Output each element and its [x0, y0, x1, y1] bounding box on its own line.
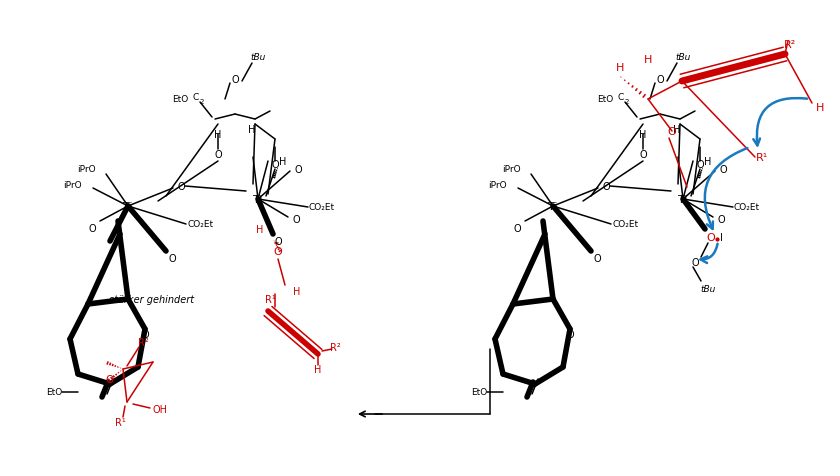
Text: EtO: EtO: [470, 387, 487, 397]
Text: O: O: [513, 224, 521, 234]
Text: C: C: [618, 93, 624, 102]
Text: Ti: Ti: [253, 195, 263, 205]
Text: O: O: [719, 165, 727, 175]
Text: 2: 2: [200, 99, 204, 105]
Text: I: I: [720, 232, 722, 242]
Text: Ti: Ti: [549, 201, 558, 211]
Text: R²: R²: [784, 40, 796, 50]
Text: R¹: R¹: [265, 294, 276, 304]
Text: Ti: Ti: [678, 195, 688, 205]
Text: H: H: [314, 364, 322, 374]
Text: O: O: [656, 75, 664, 85]
Text: O: O: [292, 215, 300, 225]
Text: O: O: [271, 159, 279, 169]
Text: tBu: tBu: [701, 285, 716, 294]
Text: CO₂Et: CO₂Et: [613, 220, 639, 229]
Text: 2: 2: [625, 99, 629, 105]
Text: tBu: tBu: [250, 53, 265, 62]
Text: Ti: Ti: [123, 201, 133, 211]
Text: C: C: [193, 93, 199, 102]
Text: R¹: R¹: [756, 153, 768, 163]
Text: iPrO: iPrO: [63, 181, 82, 190]
Text: O: O: [274, 247, 282, 257]
Text: CO₂Et: CO₂Et: [309, 203, 335, 212]
Text: O: O: [691, 258, 699, 268]
Text: O: O: [706, 232, 716, 242]
Text: H: H: [639, 130, 647, 140]
Text: O: O: [214, 149, 222, 159]
Text: H: H: [616, 63, 624, 73]
Text: stärker gehindert: stärker gehindert: [109, 294, 195, 304]
Text: O: O: [639, 149, 647, 159]
Text: H: H: [293, 287, 301, 297]
Text: CO₂Et: CO₂Et: [734, 203, 760, 212]
Text: H: H: [280, 157, 286, 167]
Text: H: H: [214, 130, 222, 140]
Text: O: O: [668, 127, 676, 137]
Text: iPrO: iPrO: [77, 165, 96, 174]
Text: H: H: [643, 55, 652, 65]
Text: O: O: [168, 253, 176, 263]
Text: O: O: [294, 165, 302, 175]
Text: O: O: [593, 253, 601, 263]
Text: O: O: [88, 224, 96, 234]
Text: O: O: [105, 374, 113, 384]
Text: H: H: [256, 225, 264, 235]
Text: H: H: [674, 125, 680, 135]
Text: H: H: [816, 103, 824, 113]
Text: O: O: [231, 75, 239, 85]
Text: EtO: EtO: [171, 95, 188, 104]
Text: iPrO: iPrO: [488, 181, 507, 190]
Text: O: O: [696, 159, 704, 169]
Text: tBu: tBu: [675, 53, 690, 62]
Text: O: O: [717, 215, 725, 225]
Text: O: O: [602, 182, 610, 192]
Text: H: H: [704, 157, 711, 167]
Text: R²: R²: [329, 342, 340, 352]
Text: O: O: [274, 237, 281, 247]
Text: iPrO: iPrO: [502, 165, 521, 174]
Text: R²: R²: [138, 337, 149, 347]
Text: EtO: EtO: [45, 387, 62, 397]
Text: H: H: [249, 125, 255, 135]
Text: CO₂Et: CO₂Et: [188, 220, 214, 229]
Text: O: O: [566, 329, 574, 339]
Text: OH: OH: [153, 404, 167, 414]
Text: O: O: [141, 329, 149, 339]
Text: O: O: [177, 182, 185, 192]
Text: EtO: EtO: [596, 95, 613, 104]
Text: R¹: R¹: [114, 417, 125, 427]
